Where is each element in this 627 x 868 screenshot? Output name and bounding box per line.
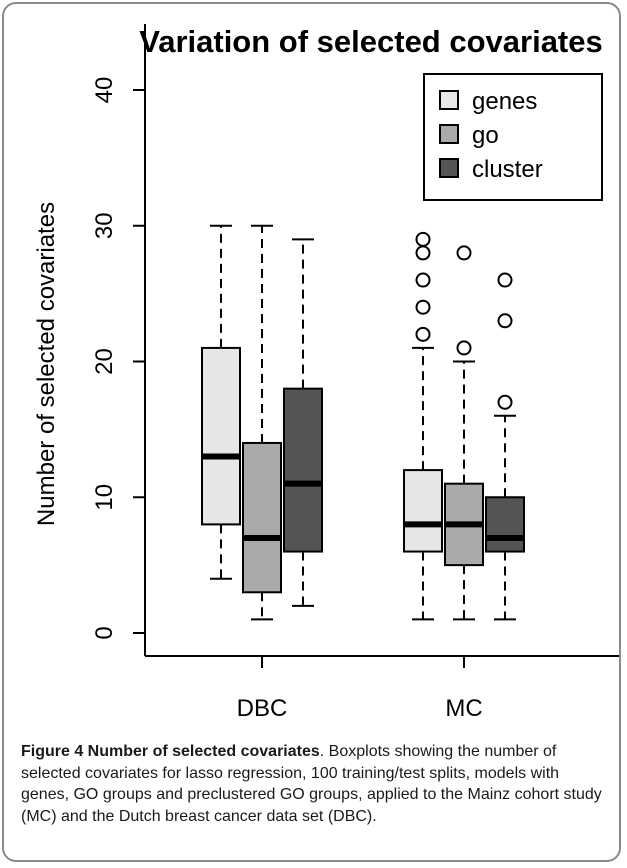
figure-frame: Variation of selected covariates 0 10 20 30 4…: [2, 2, 621, 862]
figure-caption: Figure 4 Number of selected covariates. …: [21, 741, 609, 827]
box-genes-DBC: [201, 346, 241, 526]
y-tick-label: 0: [91, 626, 118, 639]
outlier-point: [456, 245, 472, 261]
y-tick-label: 20: [91, 348, 118, 375]
legend-label-go: go: [472, 122, 499, 149]
outlier-point: [497, 272, 513, 288]
legend-label-genes: genes: [472, 88, 537, 115]
y-tick-label: 30: [91, 212, 118, 239]
outlier-point: [415, 326, 431, 342]
outlier-point: [415, 245, 431, 261]
legend-label-cluster: cluster: [472, 156, 543, 183]
chart-title: Variation of selected covariates: [139, 24, 603, 59]
caption-title: Figure 4 Number of selected covariates: [21, 743, 320, 760]
outlier-point: [497, 394, 513, 410]
caption-text: . Boxplots showing the number of selecte…: [21, 743, 602, 825]
outlier-point: [415, 231, 431, 247]
outlier-point: [497, 313, 513, 329]
x-tick-label: MC: [445, 695, 482, 722]
outlier-point: [456, 340, 472, 356]
outlier-point: [415, 272, 431, 288]
box-cluster-DBC: [283, 387, 323, 553]
box-cluster-MC: [485, 496, 525, 553]
legend-swatch-genes: [439, 90, 459, 110]
legend-swatch-go: [439, 124, 459, 144]
x-tick-label: DBC: [237, 695, 288, 722]
y-tick-label: 40: [91, 77, 118, 104]
outlier-point: [415, 299, 431, 315]
y-tick-label: 10: [91, 484, 118, 511]
box-genes-MC: [403, 469, 443, 553]
legend-swatch-cluster: [439, 158, 459, 178]
y-axis-label: Number of selected covariates: [33, 202, 60, 526]
boxplot-chart: Variation of selected covariates 0 10 20 30 4…: [33, 24, 619, 722]
box-go-DBC: [242, 441, 282, 594]
